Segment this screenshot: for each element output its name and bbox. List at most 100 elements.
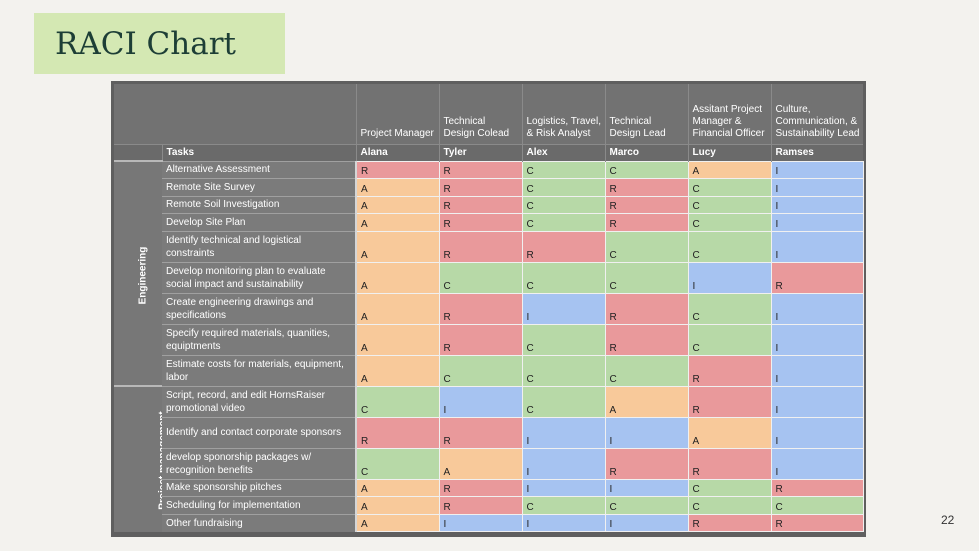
raci-cell: R [438, 323, 523, 356]
corner-blank [114, 84, 162, 144]
raci-cell: A [355, 213, 440, 232]
task-name: Estimate costs for materials, equipment,… [162, 354, 357, 386]
raci-cell: A [355, 230, 440, 263]
raci-cell: C [687, 195, 772, 214]
raci-cell: R [438, 230, 523, 263]
table-row: Remote Site Survey A R C R C I [114, 178, 864, 197]
raci-cell: I [521, 513, 606, 532]
raci-cell: C [687, 213, 772, 232]
raci-cell: C [604, 354, 689, 387]
raci-cell: C [355, 447, 440, 480]
raci-cell: A [687, 416, 772, 449]
raci-cell: I [438, 385, 523, 418]
role-name: Tyler [438, 143, 522, 161]
group-label: Engineering [137, 246, 149, 304]
table-row: Specify required materials, quanities, e… [114, 323, 864, 356]
raci-cell: C [687, 478, 772, 497]
raci-cell: R [438, 160, 523, 179]
raci-table-frame: Project Manager Technical Design Colead … [111, 81, 866, 537]
role-name: Alana [355, 143, 439, 161]
raci-cell: A [355, 354, 440, 387]
raci-cell: R [687, 513, 772, 532]
raci-cell: I [770, 323, 864, 356]
group-label-cell: Project management [114, 385, 162, 532]
role-title: Assitant Project Manager & Financial Off… [687, 84, 771, 144]
raci-cell: A [438, 447, 523, 480]
table-row: develop sponorship packages w/ recogniti… [114, 447, 864, 480]
raci-cell: C [521, 178, 606, 197]
task-name: Identify technical and logistical constr… [162, 230, 357, 262]
raci-cell: I [770, 178, 864, 197]
role-name: Lucy [687, 143, 771, 161]
table-row: Identify technical and logistical constr… [114, 230, 864, 263]
role-name-row: Tasks Alana Tyler Alex Marco Lucy Ramses [114, 143, 863, 161]
role-title: Technical Design Lead [604, 84, 688, 144]
task-name: Alternative Assessment [162, 160, 357, 179]
raci-table: Project Manager Technical Design Colead … [114, 84, 864, 532]
raci-cell: I [604, 478, 689, 497]
raci-cell: C [521, 213, 606, 232]
raci-cell: R [438, 416, 523, 449]
table-row: Project management Script, record, and ed… [114, 385, 864, 532]
raci-cell: R [604, 292, 689, 325]
raci-cell: C [770, 496, 864, 515]
raci-cell: I [521, 292, 606, 325]
raci-cell: C [521, 354, 606, 387]
raci-cell: C [521, 323, 606, 356]
tasks-header-blank [162, 84, 356, 144]
raci-cell: C [687, 496, 772, 515]
task-name: Create engineering drawings and specific… [162, 292, 357, 324]
task-name: Develop monitoring plan to evaluate soci… [162, 261, 357, 293]
raci-cell: I [770, 230, 864, 263]
raci-cell: C [521, 160, 606, 179]
raci-cell: C [687, 292, 772, 325]
task-name: Other fundraising [162, 513, 357, 532]
raci-cell: C [521, 496, 606, 515]
role-title: Technical Design Colead [438, 84, 522, 144]
raci-cell: C [521, 385, 606, 418]
tasks-header: Tasks [161, 143, 356, 161]
role-title: Project Manager [355, 84, 439, 144]
page-number: 22 [941, 513, 955, 527]
slide-title: RACI Chart [55, 25, 236, 62]
raci-cell: R [438, 496, 523, 515]
task-name: Remote Soil Investigation [162, 195, 357, 214]
raci-cell: I [604, 416, 689, 449]
raci-cell: R [355, 416, 440, 449]
raci-cell: C [438, 354, 523, 387]
raci-cell: I [521, 447, 606, 480]
raci-cell: C [355, 385, 440, 418]
raci-cell: R [604, 195, 689, 214]
task-name: Script, record, and edit HornsRaiser pro… [162, 385, 357, 417]
task-name: Identify and contact corporate sponsors [162, 416, 357, 448]
raci-cell: R [438, 195, 523, 214]
raci-cell: I [770, 213, 864, 232]
table-row: Make sponsorship pitches A R I I C R [114, 478, 864, 497]
table-row: Identify and contact corporate sponsors R… [114, 416, 864, 449]
raci-cell: I [687, 261, 772, 294]
raci-cell: I [770, 447, 864, 480]
raci-cell: R [355, 160, 440, 179]
raci-cell: R [770, 478, 864, 497]
raci-cell: A [355, 261, 440, 294]
raci-table-body: Engineering Alternative Assessment R R C C A I R… [114, 160, 864, 532]
raci-cell: I [604, 513, 689, 532]
raci-cell: R [770, 513, 864, 532]
role-name: Marco [604, 143, 688, 161]
raci-cell: I [521, 478, 606, 497]
table-row: Estimate costs for materials, equipment,… [114, 354, 864, 387]
role-title-row: Project Manager Technical Design Colead … [114, 84, 863, 144]
raci-cell: C [687, 323, 772, 356]
table-row: Develop Site Plan A R C R C I [114, 213, 864, 232]
raci-cell: C [687, 230, 772, 263]
raci-cell: R [521, 230, 606, 263]
raci-cell: A [355, 178, 440, 197]
task-name: Develop Site Plan [162, 213, 357, 231]
role-name: Alex [521, 143, 605, 161]
raci-cell: I [521, 416, 606, 449]
raci-cell: R [770, 261, 864, 294]
raci-cell: R [604, 213, 689, 232]
raci-cell: R [687, 354, 772, 387]
task-name: Remote Site Survey [162, 178, 357, 196]
raci-cell: C [521, 195, 606, 214]
